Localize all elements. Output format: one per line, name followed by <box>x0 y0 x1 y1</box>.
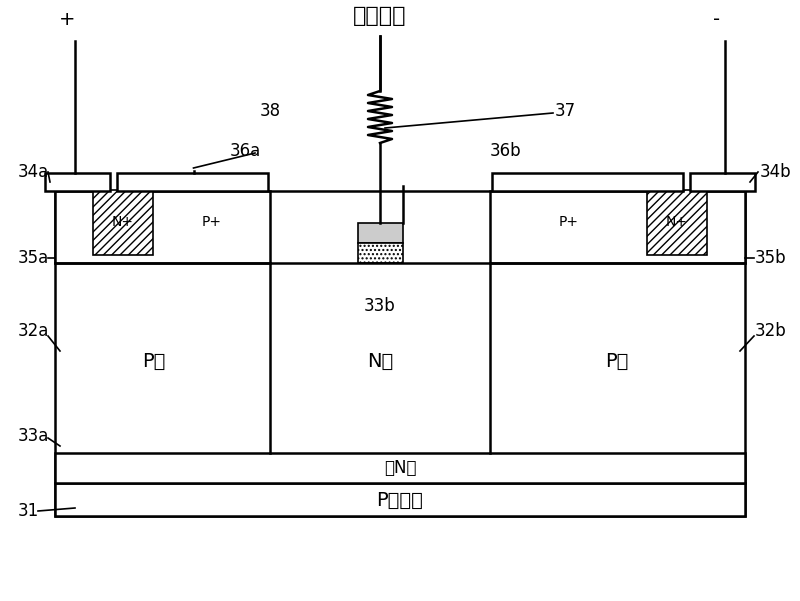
Bar <box>358 223 402 243</box>
Bar <box>490 191 745 263</box>
Text: 38: 38 <box>260 102 281 120</box>
Text: 34a: 34a <box>18 163 50 181</box>
Bar <box>55 453 745 483</box>
Text: P阱: P阱 <box>606 352 629 370</box>
Text: 31: 31 <box>18 502 39 520</box>
Text: P型衬底: P型衬底 <box>377 490 423 510</box>
Text: 32a: 32a <box>18 322 50 340</box>
Text: 芯片电源: 芯片电源 <box>354 6 406 26</box>
Bar <box>93 190 153 255</box>
Text: 35a: 35a <box>18 249 50 267</box>
Bar <box>45 173 110 191</box>
Text: 36b: 36b <box>490 142 522 160</box>
Text: 32b: 32b <box>755 322 786 340</box>
Bar <box>55 191 745 516</box>
Text: 33b: 33b <box>364 297 396 315</box>
Bar <box>55 483 745 516</box>
Text: 33a: 33a <box>18 427 50 445</box>
Text: N+: N+ <box>666 216 688 230</box>
Text: 37: 37 <box>555 102 576 120</box>
Bar <box>358 243 402 263</box>
Bar <box>117 173 268 191</box>
Text: -: - <box>714 10 721 29</box>
Text: N+: N+ <box>112 216 134 230</box>
Text: P+: P+ <box>558 216 578 230</box>
Text: 34b: 34b <box>760 163 792 181</box>
Text: 深N阱: 深N阱 <box>384 459 416 477</box>
Bar <box>492 173 683 191</box>
Text: 36a: 36a <box>230 142 262 160</box>
Text: 35b: 35b <box>755 249 786 267</box>
Bar <box>647 190 707 255</box>
Text: N阱: N阱 <box>367 352 393 370</box>
Bar <box>55 191 270 263</box>
Text: P+: P+ <box>202 216 222 230</box>
Text: +: + <box>58 10 75 29</box>
Text: P阱: P阱 <box>142 352 166 370</box>
Bar <box>690 173 755 191</box>
